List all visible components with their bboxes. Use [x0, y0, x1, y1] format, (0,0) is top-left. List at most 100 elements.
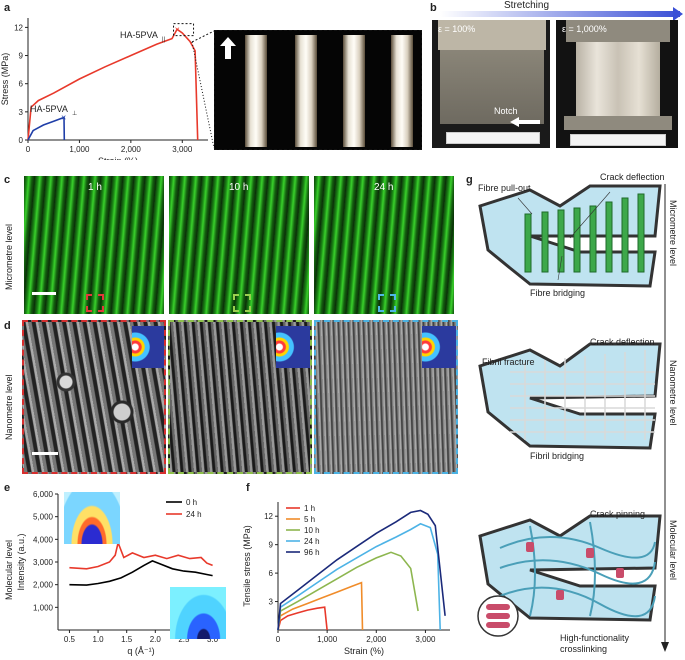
stretching-arrow-bar — [440, 11, 680, 17]
label-crack-pinning: Crack pinning — [590, 509, 646, 519]
notch-photo-100: ε = 100% Notch — [432, 20, 550, 148]
fibre-inset-photo — [214, 30, 422, 150]
break-marker-parallel: × — [175, 24, 180, 34]
level-label-molecular: Molecular level — [668, 520, 678, 581]
label-fibril-fracture: Fibril fracture — [482, 357, 535, 367]
x-tick-label: 1.5 — [121, 635, 133, 644]
saxs-inset-1h — [132, 326, 164, 368]
panel-letter-c: c — [4, 174, 11, 186]
y-tick-label: 3 — [19, 108, 24, 117]
x-tick-label: 1,000 — [69, 145, 90, 154]
legend-label: 10 h — [304, 526, 320, 535]
panel-letter-g: g — [466, 174, 473, 186]
time-label-24h: 24 h — [374, 182, 394, 193]
saxs-inset-10h — [276, 326, 310, 368]
nanometre-level-label: Nanometre level — [4, 374, 14, 440]
label-fibre-bridging: Fibre bridging — [530, 288, 586, 298]
strain-100-label: ε = 100% — [438, 24, 476, 34]
panel-letter-f: f — [246, 482, 250, 494]
y-tick-label: 2,000 — [33, 581, 54, 590]
label-fibre-pullout: Fibre pull-out — [478, 183, 531, 193]
series-line — [277, 606, 328, 631]
right-arrow-icon — [673, 7, 683, 21]
label-crosslinking: High-functionality crosslinking — [560, 633, 630, 654]
legend-label: 96 h — [304, 548, 320, 557]
y-tick-label: 6 — [269, 569, 274, 578]
tensile-chart-f: 0 1,000 2,000 3,000 3 6 9 12 Strain (%) Tensile s… — [242, 502, 450, 656]
stress-strain-chart-a: 0 1,000 2,000 3,000 0 3 6 9 12 Strain (%) Stress (… — [0, 18, 208, 160]
y-tick-label: 6 — [19, 80, 24, 89]
stretching-label: Stretching — [504, 0, 550, 11]
x-tick-label: 2,000 — [121, 145, 142, 154]
label-crack-deflection-top: Crack deflection — [600, 172, 665, 182]
x-tick-label: 2.5 — [178, 635, 190, 644]
x-tick-label: 2.0 — [150, 635, 162, 644]
y-axis-label: Stress (MPa) — [0, 53, 10, 106]
series-line — [277, 551, 419, 631]
panel-letter-d: d — [4, 320, 11, 332]
micrograph-24h: 24 h — [314, 176, 454, 314]
y-tick-label: 0 — [19, 136, 24, 145]
label-parallel-sub: || — [162, 37, 166, 43]
x-tick-label: 3.0 — [207, 635, 219, 644]
series-line — [69, 560, 213, 586]
x-axis-label: Strain (%) — [344, 646, 384, 656]
up-arrow-icon — [220, 37, 236, 59]
scale-bar — [32, 292, 56, 295]
saxs-inset-24h — [422, 326, 456, 368]
label-crack-deflection-mid: Crack deflection — [590, 337, 655, 347]
zoom-box — [173, 23, 195, 37]
x-tick-label: 0.5 — [64, 635, 76, 644]
waxs-inset-0h — [64, 492, 120, 544]
micrometre-level-label: Micrometre level — [4, 223, 14, 290]
series-line — [277, 509, 446, 631]
x-axis-label: Strain (%) — [98, 156, 138, 160]
series-line — [27, 28, 199, 141]
y-tick-label: 12 — [14, 23, 23, 32]
xrd-chart-e: 0.5 1.0 1.5 2.0 2.5 3.0 1,000 2,000 3,000 4,000 5,… — [16, 490, 224, 656]
y-axis-label: Tensile stress (MPa) — [242, 525, 252, 607]
time-label-1h: 1 h — [88, 182, 102, 193]
sem-image-10h — [168, 320, 312, 474]
scale-bar — [32, 452, 58, 455]
y-tick-label: 5,000 — [33, 513, 54, 522]
label-parallel: HA-5PVA — [120, 30, 158, 40]
x-tick-label: 2,000 — [366, 635, 387, 644]
legend-label: 1 h — [304, 504, 315, 513]
legend-label: 0 h — [186, 498, 197, 507]
panel-letter-a: a — [4, 2, 11, 14]
x-tick-label: 0 — [26, 145, 31, 154]
label-perp-sub: ⊥ — [72, 110, 77, 117]
legend-label: 24 h — [304, 537, 320, 546]
x-axis-label: q (Å⁻¹) — [127, 646, 154, 656]
y-tick-label: 1,000 — [33, 603, 54, 612]
left-arrow-icon — [510, 117, 540, 127]
micrograph-1h: 1 h — [24, 176, 164, 314]
y-tick-label: 3 — [269, 598, 274, 607]
x-tick-label: 3,000 — [172, 145, 193, 154]
zoom-connector — [191, 30, 215, 149]
y-tick-label: 9 — [269, 541, 274, 550]
y-tick-label: 3,000 — [33, 558, 54, 567]
level-label-micro: Micrometre level — [668, 200, 678, 267]
series-line — [277, 581, 364, 631]
panel-letter-e: e — [4, 482, 11, 494]
strain-1000-label: ε = 1,000% — [562, 24, 607, 34]
toughening-schematic — [477, 184, 669, 652]
label-perp: HA-5PVA — [30, 104, 68, 114]
time-label-10h: 10 h — [229, 182, 249, 193]
level-label-nano: Nanometre level — [668, 360, 678, 426]
series-line — [277, 522, 441, 631]
legend-label: 5 h — [304, 515, 315, 524]
x-tick-label: 1,000 — [317, 635, 338, 644]
nano-block — [478, 342, 662, 450]
y-tick-label: 6,000 — [33, 490, 54, 499]
y-tick-label: 4,000 — [33, 535, 54, 544]
break-marker-perp: × — [61, 112, 66, 122]
molecular-block — [477, 514, 662, 637]
sem-image-24h — [314, 320, 458, 474]
molecular-level-label: Molecular level — [4, 539, 14, 600]
series-line — [27, 116, 66, 141]
micro-block — [478, 184, 662, 288]
y-axis-label: Intensity (a.u.) — [16, 533, 26, 590]
